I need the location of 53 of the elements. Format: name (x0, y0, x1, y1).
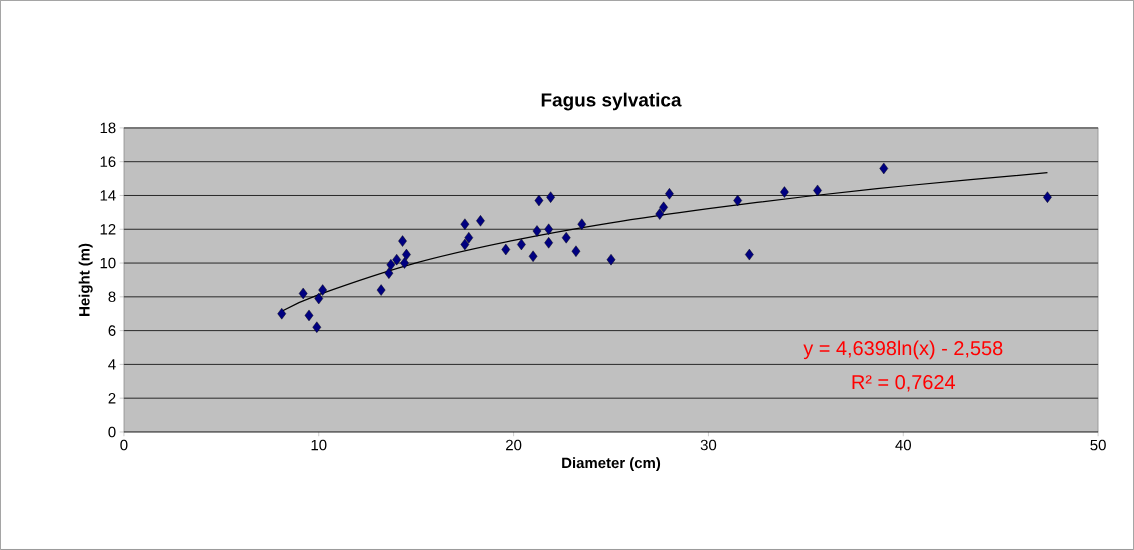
point (314, 292, 324, 305)
point (879, 162, 889, 175)
y-tick-label: 12 (100, 224, 116, 235)
point (386, 259, 396, 271)
point (376, 284, 386, 296)
x-tick-label: 0 (120, 439, 128, 451)
x-tick-label: 10 (311, 439, 327, 451)
point (298, 287, 308, 300)
y-tick-label: 8 (108, 291, 116, 303)
point (476, 215, 485, 227)
point (398, 235, 407, 247)
point (606, 254, 616, 266)
point (571, 245, 581, 257)
x-tick-label: 50 (1090, 439, 1106, 451)
point (304, 309, 314, 322)
point (544, 223, 553, 235)
point (312, 321, 322, 333)
point (546, 191, 555, 203)
y-tick-label: 6 (108, 325, 116, 336)
y-tick-label: 4 (108, 359, 116, 370)
point (392, 254, 402, 266)
y-tick-label: 16 (100, 156, 116, 168)
point (384, 267, 394, 279)
point (534, 194, 544, 207)
point (665, 188, 674, 200)
point (1043, 191, 1052, 203)
x-tick-label: 20 (506, 439, 522, 451)
y-tick-label: 2 (108, 393, 116, 404)
point (532, 225, 542, 237)
point (318, 284, 327, 296)
annotation: y = 4,6398ln(x) - 2,558 (803, 340, 1003, 360)
annotation: R² = 0,7624 (852, 375, 956, 392)
point (577, 218, 587, 230)
chart-title: Fagus sylvatica (541, 92, 682, 111)
y-tick-label: 10 (100, 257, 116, 269)
point (528, 250, 538, 263)
point (460, 238, 470, 251)
point (501, 243, 511, 256)
point (460, 218, 470, 230)
x-tick-label: 40 (895, 439, 911, 451)
point (544, 237, 553, 249)
x-tick-label: 30 (700, 439, 717, 451)
y-tick-label: 18 (100, 122, 116, 134)
point (561, 232, 571, 244)
point (400, 257, 409, 269)
y-axis-title: Height (m) (78, 243, 93, 316)
point (277, 308, 287, 320)
y-tick-label: 0 (108, 426, 116, 438)
point (464, 232, 474, 244)
x-axis-title: Diameter (cm) (562, 457, 661, 472)
point (780, 186, 789, 198)
point (655, 208, 665, 220)
y-tick-label: 14 (100, 190, 116, 201)
